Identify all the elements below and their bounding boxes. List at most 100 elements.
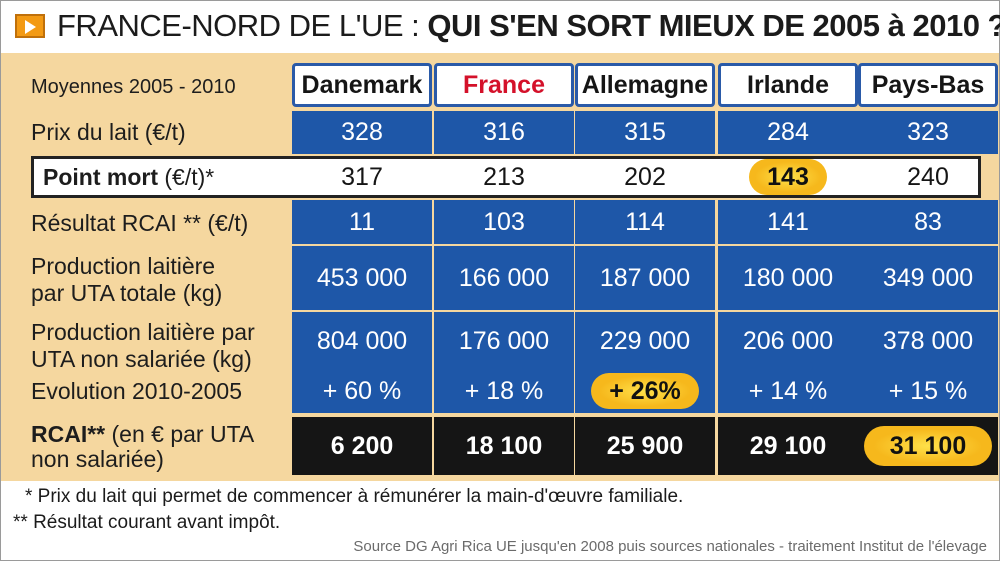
cell-value: 18 100 [465, 432, 543, 460]
row-label-prod-non-sal-1: Production laitière par [31, 319, 255, 345]
cell-value: 25 900 [606, 432, 684, 460]
column-header: Danemark [292, 63, 432, 107]
cell-value: 143 [749, 159, 827, 195]
data-table: Moyennes 2005 - 2010 Prix du lait (€/t) … [1, 53, 999, 481]
row-label-rcai-2: non salariée) [31, 446, 164, 472]
table-cell-rcai: 18 100 [434, 417, 574, 475]
table-cell-prix: 323 [858, 111, 998, 154]
title-bar: FRANCE-NORD DE L'UE : QUI S'EN SORT MIEU… [1, 1, 1000, 51]
cell-value: 166 000 [458, 264, 550, 292]
row-label-prod-totale-2: par UTA totale (kg) [31, 280, 223, 306]
table-cell-prod_non_sal: 378 000 [858, 312, 998, 370]
table-cell-rcai: 25 900 [575, 417, 715, 475]
cell-value: 453 000 [316, 264, 408, 292]
column-header: Allemagne [575, 63, 715, 107]
table-cell-resultat: 114 [575, 200, 715, 244]
cell-value: 202 [624, 163, 666, 191]
table-cell-resultat: 11 [292, 200, 432, 244]
table-cell-prod_non_sal: 176 000 [434, 312, 574, 370]
footnote-2: ** Résultat courant avant impôt. [13, 512, 281, 533]
row-label-prod-totale-1: Production laitière [31, 253, 216, 279]
cell-value: 187 000 [599, 264, 691, 292]
cell-value: 240 [907, 163, 949, 191]
cell-value: 141 [767, 208, 809, 236]
row-label-point-mort-bold: Point mort [43, 164, 158, 190]
cell-value: 31 100 [863, 426, 993, 466]
table-cell-prod_non_sal: 206 000 [718, 312, 858, 370]
table-cell-resultat: 83 [858, 200, 998, 244]
play-arrow-icon [15, 14, 45, 38]
column-header: Irlande [718, 63, 858, 107]
cell-value: + 14 % [748, 377, 828, 405]
table-cell-evolution: + 15 % [858, 370, 998, 413]
table-cell-prix: 328 [292, 111, 432, 154]
table-cell-point_mort: 213 [434, 156, 574, 198]
table-cell-point_mort: 202 [575, 156, 715, 198]
column-header: France [434, 63, 574, 107]
row-label-point-mort: Point mort (€/t)* [43, 164, 214, 191]
title-prefix: FRANCE-NORD DE L'UE : [57, 8, 428, 43]
table-cell-prix: 315 [575, 111, 715, 154]
table-cell-prod_non_sal: 229 000 [575, 312, 715, 370]
row-label-resultat: Résultat RCAI ** (€/t) [31, 210, 249, 236]
cell-value: 176 000 [458, 327, 550, 355]
cell-value: + 60 % [322, 377, 402, 405]
table-cell-evolution: + 26% [575, 370, 715, 413]
cell-value: 316 [483, 118, 525, 146]
table-cell-evolution: + 14 % [718, 370, 858, 413]
cell-value: 103 [483, 208, 525, 236]
table-cell-prod_totale: 349 000 [858, 246, 998, 310]
cell-value: 804 000 [316, 327, 408, 355]
cell-value: 323 [907, 118, 949, 146]
row-label-evolution: Evolution 2010-2005 [31, 378, 242, 404]
cell-value: 317 [341, 163, 383, 191]
table-cell-rcai: 29 100 [718, 417, 858, 475]
cell-value: 114 [625, 208, 665, 236]
row-label-rcai-bold: RCAI** [31, 421, 106, 447]
cell-value: 328 [341, 118, 383, 146]
cell-value: 29 100 [749, 432, 827, 460]
column-header: Pays-Bas [858, 63, 998, 107]
table-cell-prod_totale: 453 000 [292, 246, 432, 310]
cell-value: 213 [483, 163, 525, 191]
cell-value: 229 000 [599, 327, 691, 355]
source-note: Source DG Agri Rica UE jusqu'en 2008 pui… [353, 538, 987, 555]
title-main: QUI S'EN SORT MIEUX DE 2005 à 2010 ? [427, 8, 1000, 43]
cell-value: 378 000 [882, 327, 974, 355]
table-cell-evolution: + 60 % [292, 370, 432, 413]
table-cell-point_mort: 143 [718, 156, 858, 198]
table-cell-resultat: 103 [434, 200, 574, 244]
row-label-rcai-1: RCAI** (en € par UTA [31, 421, 254, 448]
footnote-1: * Prix du lait qui permet de commencer à… [25, 486, 684, 507]
table-cell-rcai: 6 200 [292, 417, 432, 475]
cell-value: 83 [914, 208, 942, 236]
row-label-prod-non-sal-2: UTA non salariée (kg) [31, 346, 252, 372]
table-cell-point_mort: 240 [858, 156, 998, 198]
table-cell-resultat: 141 [718, 200, 858, 244]
cell-value: 315 [624, 118, 666, 146]
table-cell-prod_totale: 166 000 [434, 246, 574, 310]
footnotes: * Prix du lait qui permet de commencer à… [13, 484, 684, 536]
table-cell-rcai: 31 100 [858, 417, 998, 475]
row-label-rcai-rest: (en € par UTA [105, 421, 255, 447]
cell-value: 11 [349, 208, 375, 236]
table-cell-prod_non_sal: 804 000 [292, 312, 432, 370]
cell-value: 206 000 [742, 327, 834, 355]
table-cell-point_mort: 317 [292, 156, 432, 198]
cell-value: + 26% [591, 373, 699, 409]
period-label: Moyennes 2005 - 2010 [31, 76, 236, 98]
table-cell-prix: 316 [434, 111, 574, 154]
chart-title: FRANCE-NORD DE L'UE : QUI S'EN SORT MIEU… [57, 7, 1000, 45]
row-label-prix: Prix du lait (€/t) [31, 119, 186, 145]
table-cell-prod_totale: 187 000 [575, 246, 715, 310]
table-cell-prod_totale: 180 000 [718, 246, 858, 310]
cell-value: 284 [767, 118, 809, 146]
cell-value: 180 000 [742, 264, 834, 292]
cell-value: 349 000 [882, 264, 974, 292]
cell-value: + 18 % [464, 377, 544, 405]
cell-value: + 15 % [888, 377, 968, 405]
cell-value: 6 200 [330, 432, 394, 460]
row-label-point-mort-suffix: (€/t)* [158, 164, 215, 190]
table-cell-evolution: + 18 % [434, 370, 574, 413]
